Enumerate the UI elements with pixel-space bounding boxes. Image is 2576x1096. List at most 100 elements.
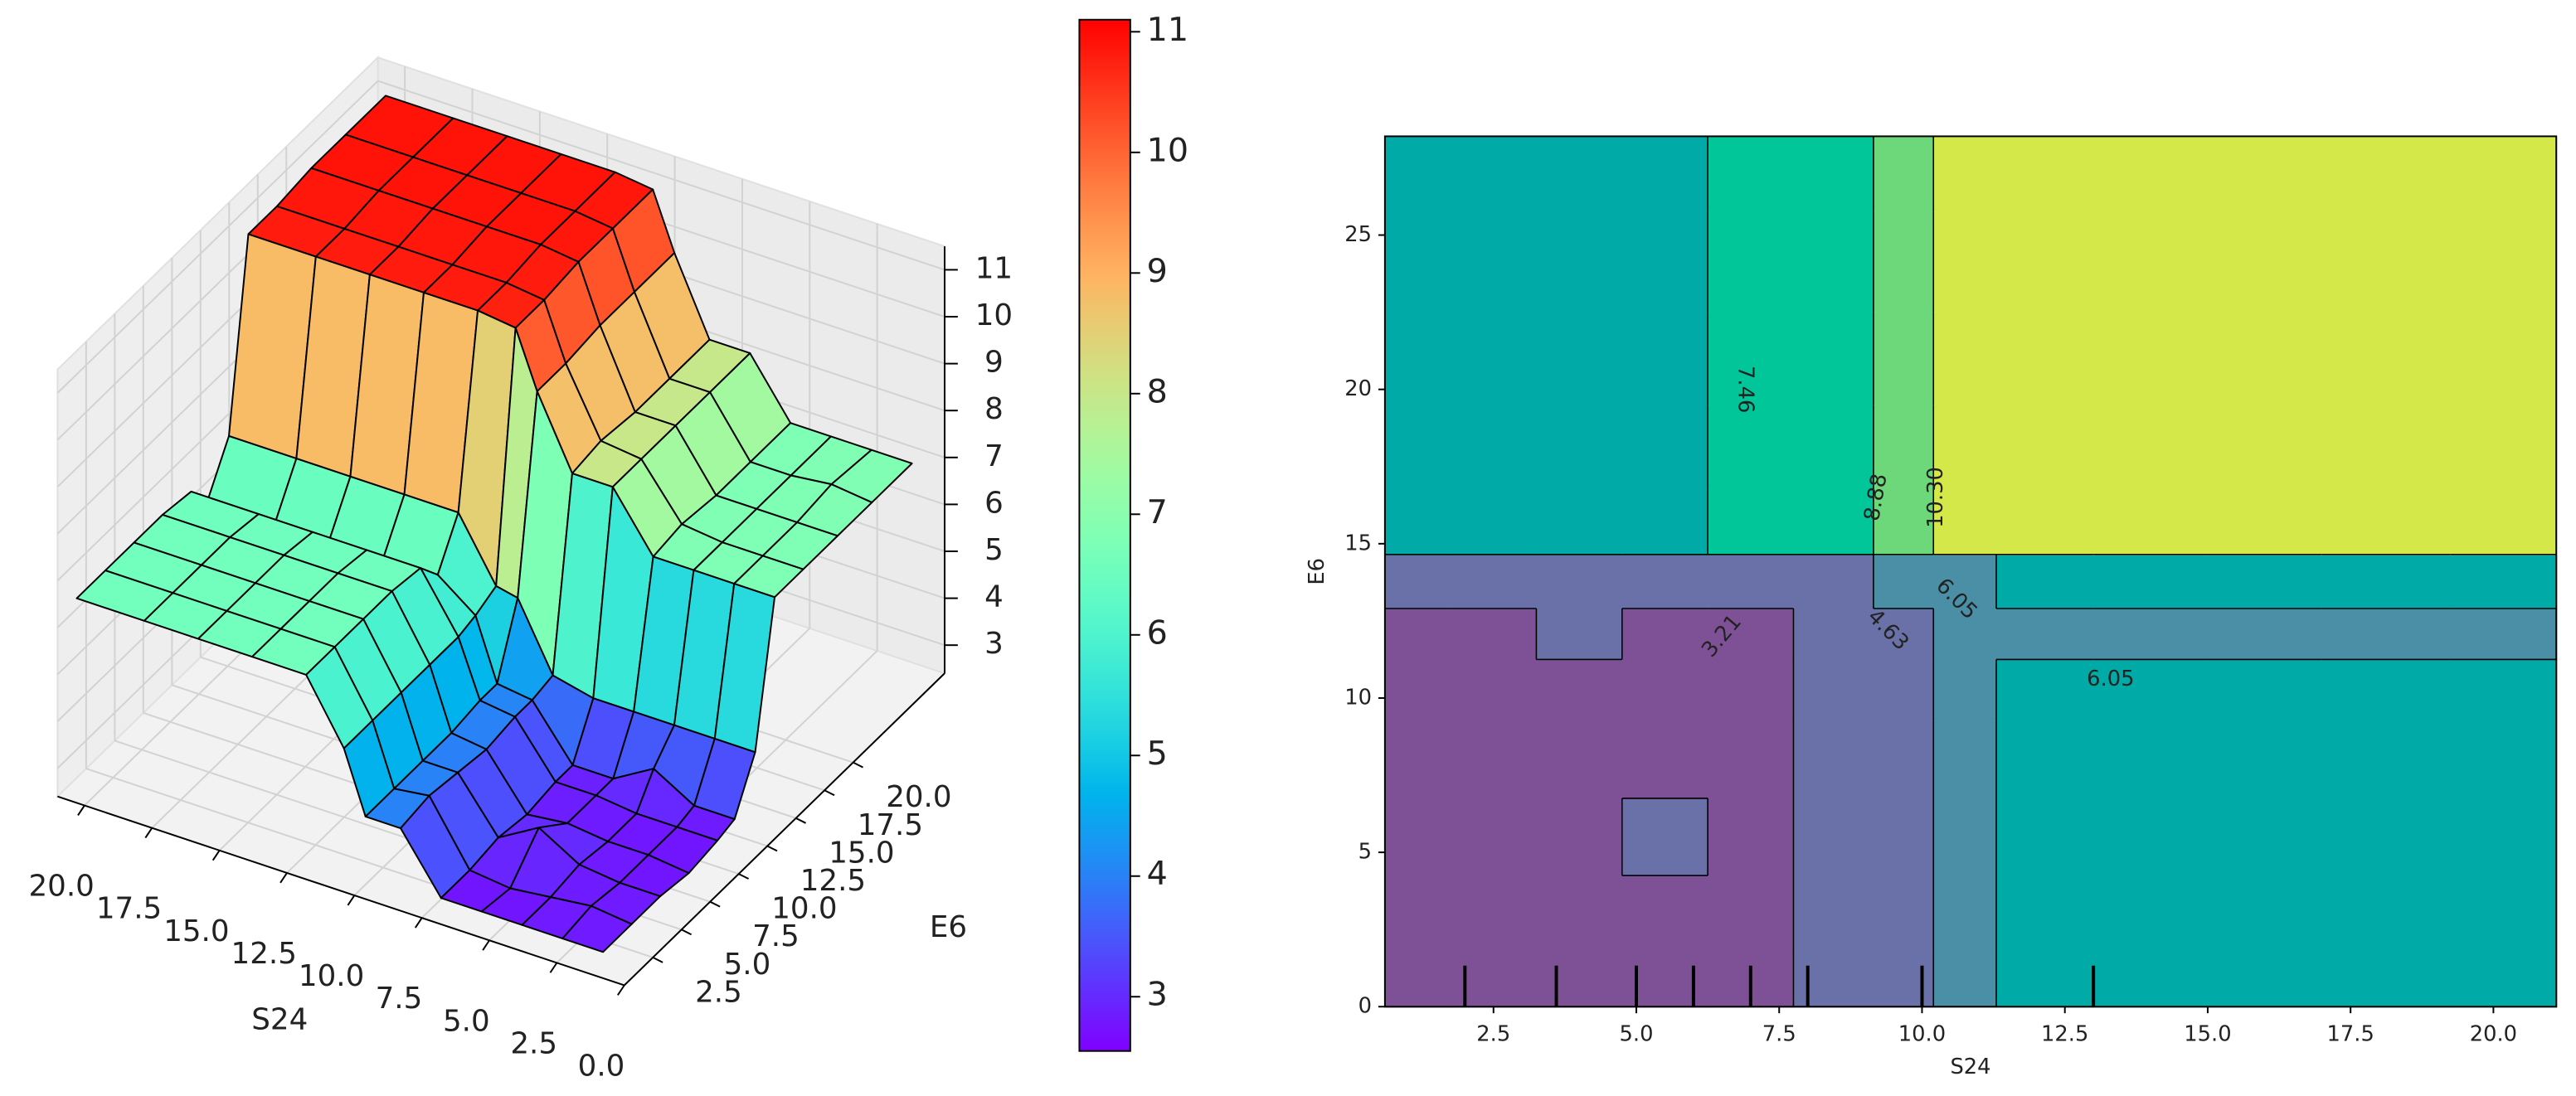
- contour-cell: [1793, 136, 1875, 213]
- contour-cell: [2450, 211, 2558, 313]
- y-tick: [853, 761, 863, 769]
- contour-cell: [2450, 608, 2558, 661]
- contour-cell: [1384, 875, 1452, 954]
- x-axis-label: S24: [1950, 1055, 1990, 1079]
- y-tick-label: 10.0: [771, 892, 837, 926]
- y-axis: [624, 672, 945, 987]
- contour-cell: [2321, 405, 2452, 491]
- contour-cell: [1996, 720, 2095, 800]
- contour-cell: [1384, 953, 1452, 1008]
- contour-cell: [1793, 608, 1875, 661]
- contour-cell: [2207, 798, 2323, 877]
- contour-cell: [1621, 720, 1709, 800]
- contour-cell: [1451, 211, 1538, 313]
- contour-label: 10.30: [1923, 467, 1948, 528]
- contour-cell: [1793, 720, 1875, 800]
- contour-cell: [2321, 312, 2452, 406]
- x-axis-label: S24: [251, 1003, 308, 1037]
- contour-cell: [1384, 136, 1452, 213]
- y-tick: [652, 957, 663, 963]
- contour-cell: [2207, 875, 2323, 954]
- contour-cell: [2450, 953, 2558, 1008]
- x-tick-label: 7.5: [376, 982, 423, 1016]
- y-tick: [709, 900, 721, 908]
- y-tick-label: 5: [1358, 840, 1372, 865]
- contour-cell: [2207, 953, 2323, 1008]
- contour-cell: [1873, 720, 1935, 800]
- contour-cell: [1708, 312, 1795, 406]
- contour-cell: [2207, 211, 2323, 313]
- y-axis-label: E6: [930, 910, 967, 944]
- contour-cell: [1708, 211, 1795, 313]
- contour-cell: [2321, 608, 2452, 661]
- grid-line: [377, 80, 945, 271]
- contour-cell: [2207, 720, 2323, 800]
- y-tick-label: 2.5: [695, 975, 742, 1009]
- contour-label: 6.05: [2087, 667, 2134, 691]
- contour-cell: [1996, 554, 2095, 610]
- contour-cell: [1621, 136, 1709, 213]
- contour-cell: [2450, 659, 2558, 723]
- colorbar-tick-label: 5: [1147, 735, 1168, 773]
- z-tick-label: 11: [975, 251, 1013, 285]
- contour-cell: [2321, 489, 2452, 556]
- contour-cell: [1708, 405, 1795, 491]
- contour-cell: [2321, 659, 2452, 723]
- contour-cell: [2093, 953, 2209, 1008]
- contour-cell: [1536, 798, 1623, 877]
- contour-cell: [1793, 211, 1875, 313]
- y-tick: [766, 845, 778, 852]
- grid-line: [56, 80, 379, 394]
- contour-cell: [1933, 211, 1998, 313]
- y-tick: [795, 817, 807, 824]
- contour-cell: [1996, 953, 2095, 1008]
- x-tick: [279, 872, 288, 884]
- contour-cell: [2093, 405, 2209, 491]
- contour-cell: [1996, 312, 2095, 406]
- surface-face: [561, 904, 633, 953]
- y-tick-label: 20.0: [886, 780, 951, 814]
- contour-cell: [1933, 312, 1998, 406]
- contour-cell: [1621, 554, 1709, 610]
- x-tick: [617, 984, 625, 996]
- colorbar-tick-label: 11: [1147, 11, 1188, 49]
- x-tick-label: 10.0: [1898, 1021, 1946, 1046]
- contour-cell: [1536, 405, 1623, 491]
- z-tick-label: 10: [975, 298, 1013, 332]
- contour-cell: [1873, 953, 1935, 1008]
- y-tick-label: 12.5: [800, 864, 866, 898]
- contour-cell: [2450, 554, 2558, 610]
- x-tick: [482, 939, 490, 951]
- contour-cell: [2093, 798, 2209, 877]
- contour-cell: [1451, 554, 1538, 610]
- contour-cell: [1621, 312, 1709, 406]
- contour-cell: [1996, 608, 2095, 661]
- contour-cell: [1873, 136, 1935, 213]
- contour-cell: [1933, 608, 1998, 661]
- contour-cell: [1384, 659, 1452, 723]
- contour-cell: [1933, 136, 1998, 213]
- contour-cell: [2093, 554, 2209, 610]
- contour-cell: [2450, 798, 2558, 877]
- contour-cell: [1536, 875, 1623, 954]
- contour-cell: [1384, 405, 1452, 491]
- x-tick-label: 17.5: [96, 892, 162, 926]
- z-tick-label: 5: [984, 533, 1004, 567]
- contour-cell: [1536, 312, 1623, 406]
- contour-cell: [1996, 489, 2095, 556]
- colorbar-tick-label: 4: [1147, 855, 1168, 893]
- x-tick: [77, 804, 85, 816]
- contour-cell: [1873, 608, 1935, 661]
- colorbar-tick-label: 9: [1147, 252, 1168, 290]
- contour-cell: [1933, 720, 1998, 800]
- contour-cell: [1793, 554, 1875, 610]
- contour-cell: [1708, 720, 1795, 800]
- contour-cell: [1384, 720, 1452, 800]
- contour-cell: [1933, 798, 1998, 877]
- contour-cell: [1793, 875, 1875, 954]
- contour-cell: [1536, 136, 1623, 213]
- y-tick-label: 17.5: [858, 808, 923, 842]
- contour-cell: [1708, 608, 1795, 661]
- contour-cell: [1451, 136, 1538, 213]
